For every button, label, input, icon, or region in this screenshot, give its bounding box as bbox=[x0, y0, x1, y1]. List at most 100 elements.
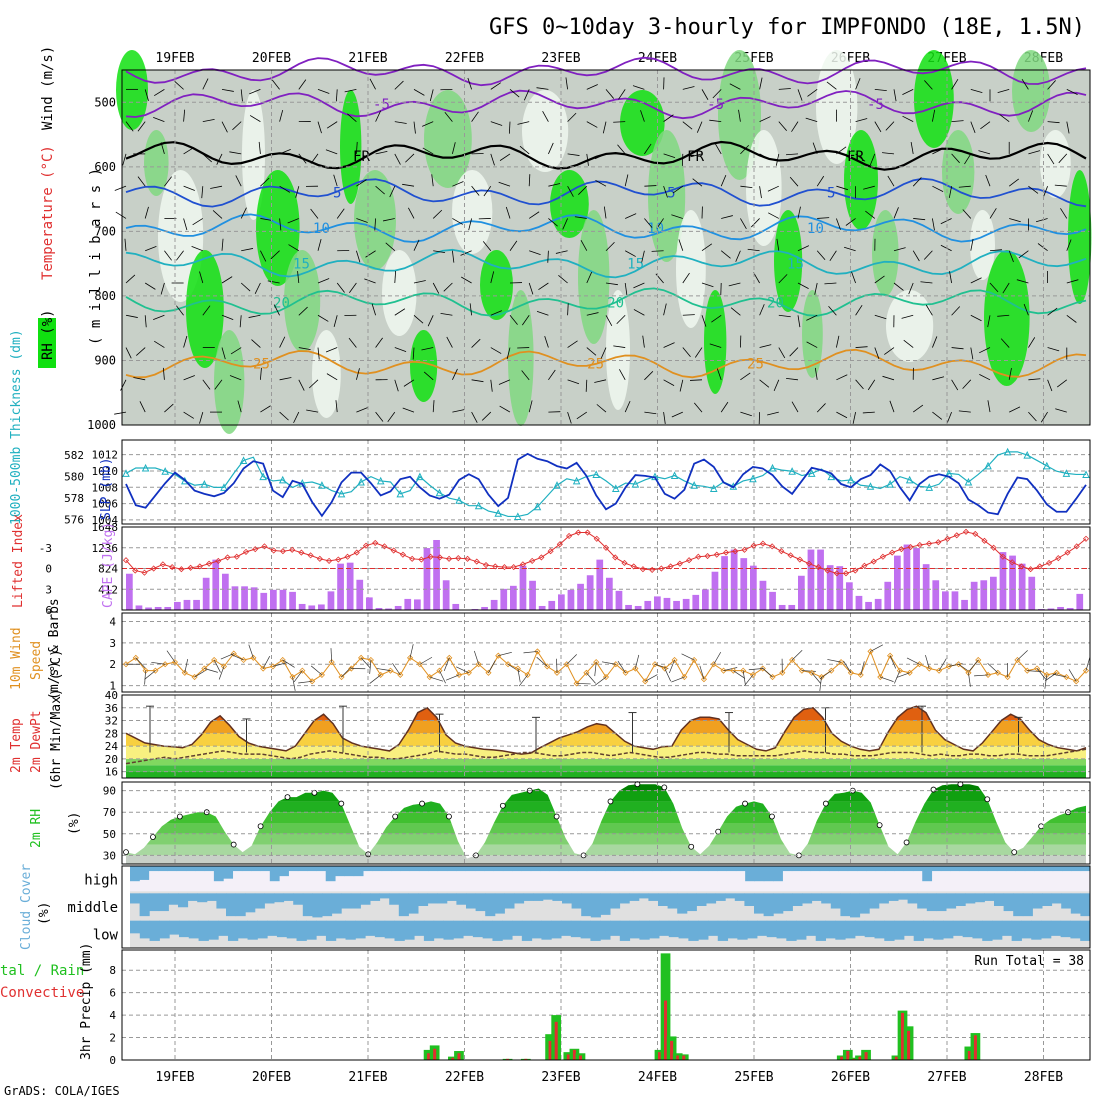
wind-barb bbox=[115, 211, 127, 219]
rh-shade-blob bbox=[914, 50, 954, 148]
cloud-cell bbox=[1015, 866, 1026, 872]
cloud-cell bbox=[159, 920, 170, 939]
rh-shade-blob bbox=[1012, 50, 1051, 132]
wind-barb bbox=[183, 411, 194, 419]
wind-speed-point bbox=[602, 673, 610, 681]
cloud-cell bbox=[859, 893, 870, 914]
wind-barb bbox=[1042, 186, 1048, 198]
lifted-index-point bbox=[999, 553, 1006, 560]
wind-speed-point bbox=[887, 652, 894, 659]
wind-barb bbox=[1002, 282, 1010, 294]
lifted-index-point bbox=[538, 554, 545, 561]
cape-bar bbox=[625, 604, 632, 610]
panel-frame bbox=[121, 949, 1091, 1061]
date-label: 23FEB bbox=[541, 1070, 580, 1085]
cloud-cell bbox=[735, 866, 746, 872]
wind-barb bbox=[679, 379, 684, 392]
temperature-band bbox=[126, 746, 1086, 759]
wind-barb bbox=[335, 89, 338, 102]
rh-band bbox=[126, 801, 1086, 813]
wind-barb bbox=[874, 121, 882, 133]
precip-convective-bar bbox=[900, 1012, 905, 1060]
wind-barb bbox=[260, 218, 273, 221]
wind-barb bbox=[596, 404, 607, 413]
wind-barb bbox=[1068, 669, 1077, 682]
cloud-cell bbox=[130, 866, 140, 882]
wind-barb bbox=[202, 118, 215, 123]
cloud-cell bbox=[962, 920, 973, 938]
wind-barb bbox=[874, 347, 880, 359]
wind-barb bbox=[624, 174, 629, 187]
precip-convective-bar bbox=[433, 1048, 437, 1060]
cape-bar bbox=[798, 575, 805, 610]
wind-barb bbox=[663, 379, 675, 386]
wind-speed-point bbox=[279, 656, 286, 664]
wind-barb bbox=[701, 243, 713, 252]
wind-speed-point bbox=[749, 671, 757, 678]
wind-speed-point bbox=[485, 669, 492, 676]
cape-bar bbox=[990, 576, 997, 610]
cloud-cell bbox=[965, 893, 976, 904]
wind-barb bbox=[1047, 347, 1060, 352]
thickness-point bbox=[749, 474, 757, 483]
wind-barb bbox=[694, 347, 703, 358]
wind-barb bbox=[709, 119, 722, 123]
wind-barb bbox=[625, 250, 636, 257]
wind-barb bbox=[429, 676, 444, 682]
date-label: 26FEB bbox=[831, 1070, 870, 1085]
lifted-index-point bbox=[981, 537, 988, 544]
cloud-cell bbox=[502, 920, 513, 940]
precip-convective-bar bbox=[578, 1055, 582, 1060]
cloud-row-label: high bbox=[84, 873, 118, 889]
cape-bar bbox=[212, 559, 220, 610]
lifted-index-point bbox=[584, 529, 591, 536]
wind-barb bbox=[767, 411, 779, 416]
wind-barb bbox=[1055, 408, 1067, 413]
lifted-index-point bbox=[482, 561, 490, 569]
rh-point bbox=[984, 796, 991, 803]
wind-barb bbox=[797, 245, 810, 252]
lifted-index-point bbox=[446, 555, 453, 562]
wind-barb bbox=[932, 336, 938, 348]
cloud-cell bbox=[651, 866, 662, 872]
cloud-cell bbox=[149, 920, 160, 941]
isotherm-label: 20 bbox=[767, 295, 784, 311]
lifted-index-point bbox=[169, 564, 176, 571]
cape-bar bbox=[903, 544, 911, 610]
cape-bar bbox=[1018, 563, 1026, 610]
wind-barb bbox=[376, 668, 391, 671]
wind-barb bbox=[298, 153, 307, 164]
wind-barb bbox=[778, 274, 788, 284]
lifted-index-point bbox=[602, 544, 610, 551]
precip-convective-bar bbox=[852, 1058, 856, 1060]
wind-barb bbox=[633, 309, 645, 316]
wind-barb bbox=[333, 174, 338, 187]
lifted-index-point bbox=[972, 530, 979, 537]
y-tick-label: 1012 bbox=[92, 449, 119, 462]
cape-bar bbox=[538, 605, 546, 610]
thickness-point bbox=[553, 481, 561, 489]
cloud-cell bbox=[335, 920, 347, 939]
wind-barb bbox=[413, 121, 416, 134]
cloud-cell bbox=[815, 920, 827, 941]
cape-bar bbox=[241, 586, 248, 610]
wind-barb bbox=[759, 344, 772, 348]
cloud-cell bbox=[802, 893, 813, 904]
cloud-cell bbox=[1050, 920, 1062, 936]
y-tick-label: 1010 bbox=[92, 465, 119, 478]
lifted-index-point bbox=[566, 532, 573, 540]
wind-barb bbox=[298, 79, 307, 90]
cloud-cell bbox=[206, 893, 217, 901]
wind-barb bbox=[603, 206, 607, 219]
wind-barb bbox=[681, 653, 695, 661]
wind-barb bbox=[162, 367, 165, 380]
wind-barb bbox=[759, 186, 762, 199]
wind-barb bbox=[925, 654, 930, 669]
lifted-index-point bbox=[778, 548, 785, 555]
cloud-cell bbox=[251, 866, 261, 872]
cloud-cell bbox=[466, 893, 477, 909]
wind-barb bbox=[306, 409, 319, 413]
wind-barb bbox=[221, 88, 234, 92]
cloud-cell bbox=[365, 920, 376, 936]
wind-barb bbox=[632, 85, 645, 90]
